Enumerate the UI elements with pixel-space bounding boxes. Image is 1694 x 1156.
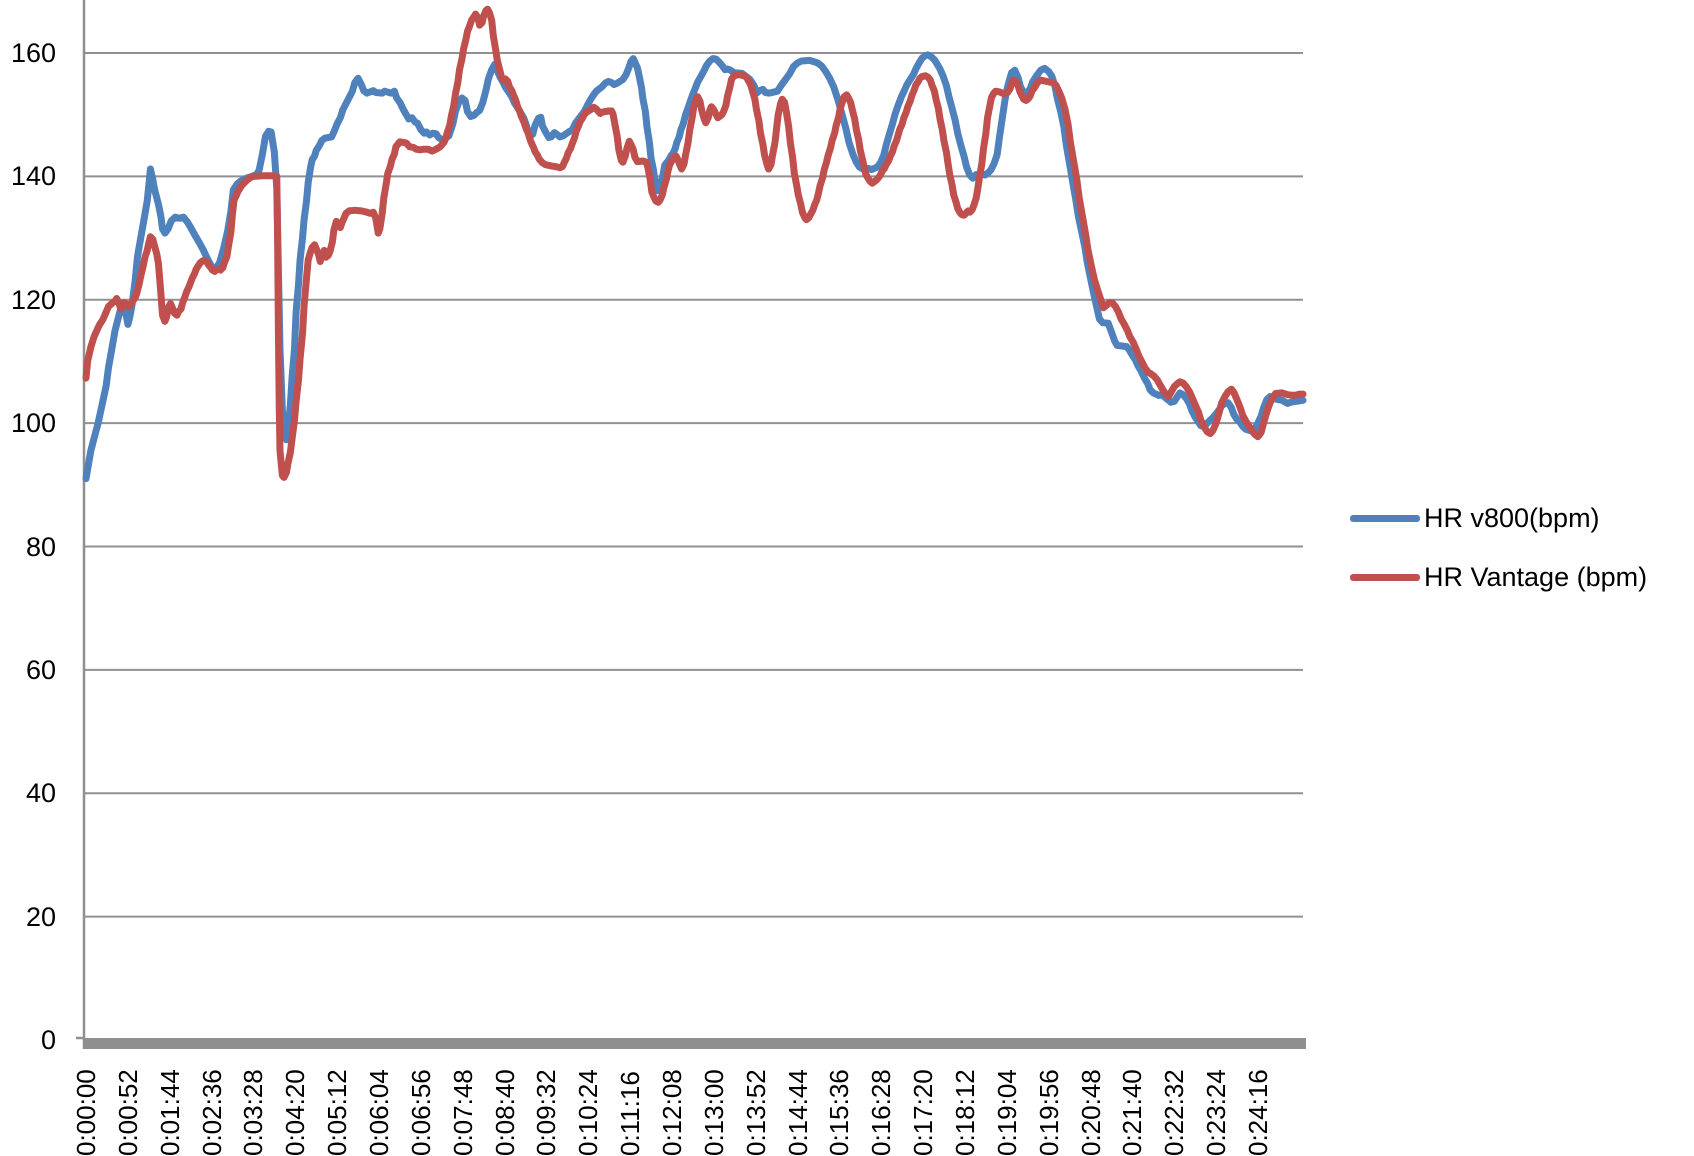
- x-axis-tick-label: 0:00:00: [71, 1069, 101, 1156]
- x-axis-tick-label: 0:21:40: [1117, 1069, 1148, 1156]
- x-axis-tick-label: 0:19:56: [1033, 1069, 1064, 1156]
- x-axis-tick-label: 0:23:24: [1201, 1069, 1232, 1156]
- x-axis-tick-label: 0:06:56: [405, 1069, 436, 1156]
- x-axis-tick-label: 0:22:32: [1159, 1069, 1190, 1156]
- y-axis-tick-label: 40: [25, 778, 56, 809]
- x-axis-tick-label: 0:05:12: [322, 1069, 353, 1156]
- legend-label-hr-vantage: HR Vantage (bpm): [1424, 561, 1648, 592]
- x-axis-tick-label: 0:13:52: [740, 1069, 771, 1156]
- x-axis-tick-label: 0:24:16: [1242, 1069, 1273, 1156]
- x-axis-tick-label: 0:18:12: [949, 1069, 980, 1156]
- x-axis-tick-label: 0:02:36: [196, 1069, 227, 1156]
- y-axis-tick-label: 60: [25, 654, 56, 685]
- y-axis-tick-label: 20: [25, 901, 56, 932]
- x-axis-bar: [84, 1038, 1306, 1049]
- legend-item-hr-vantage: HR Vantage (bpm): [1350, 562, 1647, 592]
- x-axis-tick-label: 0:10:24: [573, 1069, 604, 1156]
- y-axis-tick-label: 160: [10, 38, 56, 68]
- x-axis-tick-label: 0:03:28: [238, 1069, 269, 1156]
- x-axis-tick-label: 0:19:04: [991, 1069, 1022, 1156]
- legend-swatch-hr-vantage: [1350, 573, 1420, 581]
- legend-label-hr-v800: HR v800(bpm): [1424, 502, 1600, 533]
- x-axis-tick-label: 0:15:36: [824, 1069, 855, 1156]
- x-axis-tick-label: 0:16:28: [866, 1069, 897, 1156]
- x-axis-tick-label: 0:04:20: [280, 1069, 311, 1156]
- y-axis-tick-label: 0: [40, 1025, 56, 1055]
- x-axis-tick-label: 0:12:08: [656, 1069, 687, 1156]
- series-line-hr-vantage: [82, 5, 1307, 481]
- x-axis-tick-label: 0:13:00: [698, 1069, 729, 1156]
- legend-swatch-hr-v800: [1350, 514, 1420, 522]
- x-axis-tick-label: 0:09:32: [531, 1069, 562, 1156]
- legend-item-hr-v800: HR v800(bpm): [1350, 503, 1600, 533]
- x-axis-tick-label: 0:08:40: [489, 1069, 520, 1156]
- x-axis-tick-label: 0:20:48: [1075, 1069, 1106, 1156]
- y-axis-tick-label: 80: [25, 531, 56, 562]
- x-axis-tick-label: 0:06:04: [363, 1069, 394, 1156]
- y-axis-tick-label: 100: [10, 408, 56, 439]
- x-axis-tick-label: 0:01:44: [154, 1069, 185, 1156]
- x-axis-tick-label: 0:14:44: [782, 1069, 813, 1156]
- x-axis-tick-label: 0:00:52: [112, 1069, 143, 1156]
- x-axis-tick-label: 0:11:16: [615, 1071, 646, 1156]
- series-line-hr-v800: [82, 51, 1307, 483]
- y-axis-tick-label: 120: [10, 284, 56, 315]
- x-axis-tick-label: 0:17:20: [908, 1069, 939, 1156]
- x-axis-tick-label: 0:07:48: [447, 1069, 478, 1156]
- y-axis-tick-label: 140: [10, 161, 56, 192]
